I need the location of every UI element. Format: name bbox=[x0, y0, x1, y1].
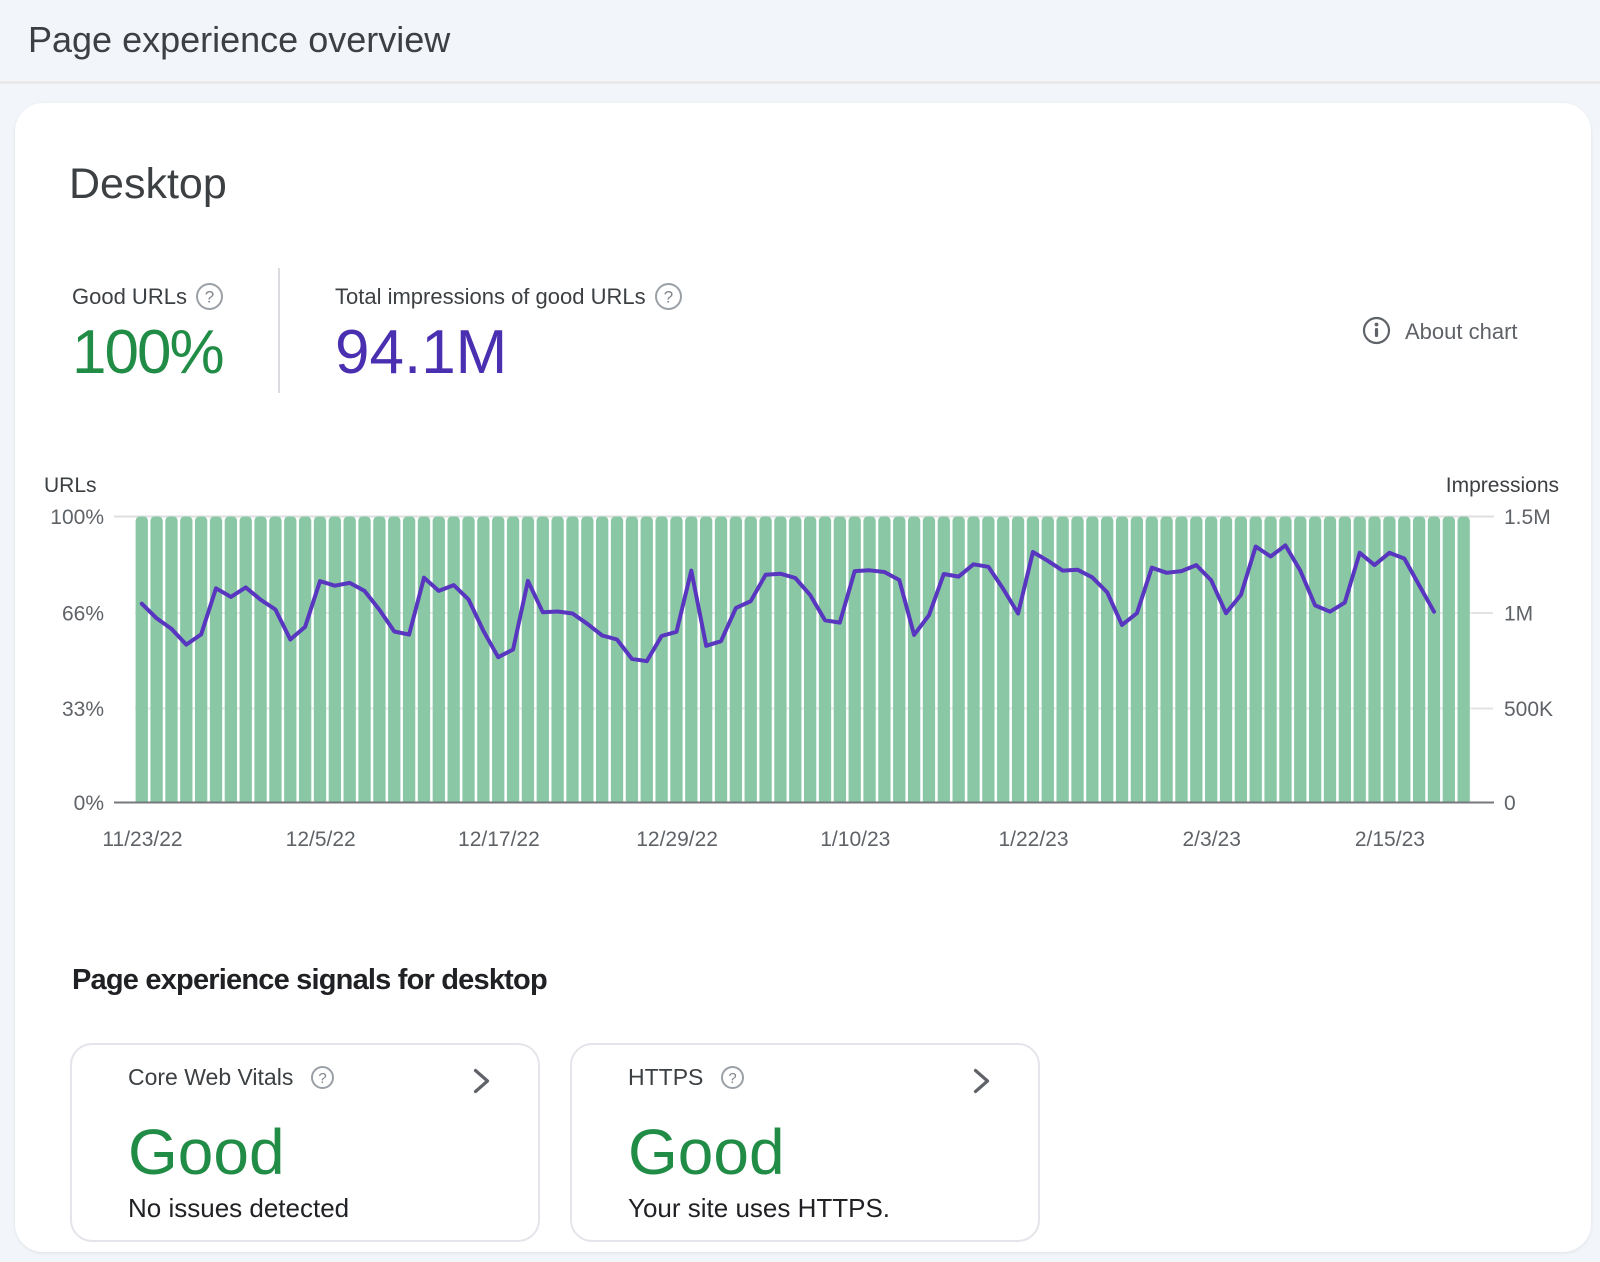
svg-text:Impressions: Impressions bbox=[1446, 474, 1559, 497]
svg-text:URLs: URLs bbox=[44, 474, 97, 497]
svg-text:500K: 500K bbox=[1504, 698, 1553, 721]
svg-text:33%: 33% bbox=[62, 698, 104, 721]
svg-text:2/3/23: 2/3/23 bbox=[1183, 828, 1241, 851]
svg-text:0%: 0% bbox=[74, 792, 104, 815]
svg-text:12/17/22: 12/17/22 bbox=[458, 828, 540, 851]
svg-text:1/22/23: 1/22/23 bbox=[998, 828, 1068, 851]
svg-text:1/10/23: 1/10/23 bbox=[820, 828, 890, 851]
svg-text:12/29/22: 12/29/22 bbox=[636, 828, 718, 851]
svg-text:1M: 1M bbox=[1504, 603, 1533, 626]
svg-text:66%: 66% bbox=[62, 603, 104, 626]
svg-text:?: ? bbox=[729, 1070, 737, 1087]
svg-text:12/5/22: 12/5/22 bbox=[286, 828, 356, 851]
svg-text:?: ? bbox=[663, 288, 672, 307]
svg-text:0: 0 bbox=[1504, 792, 1516, 815]
svg-text:?: ? bbox=[319, 1070, 327, 1087]
svg-text:?: ? bbox=[205, 288, 214, 307]
svg-text:100%: 100% bbox=[50, 506, 104, 529]
svg-text:2/15/23: 2/15/23 bbox=[1355, 828, 1425, 851]
svg-text:11/23/22: 11/23/22 bbox=[102, 828, 182, 851]
svg-text:1.5M: 1.5M bbox=[1504, 506, 1551, 529]
